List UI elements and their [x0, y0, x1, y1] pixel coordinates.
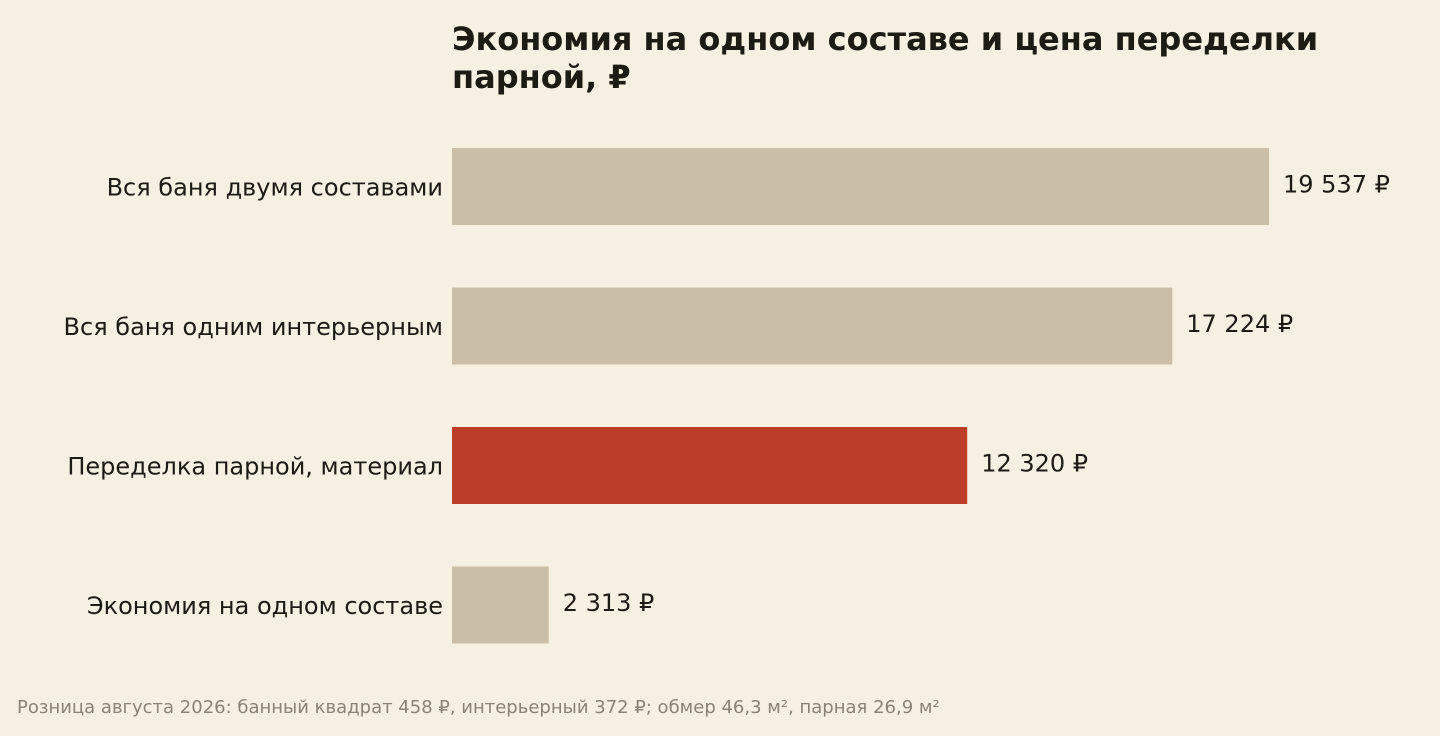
bar-3	[452, 427, 968, 504]
bar-4	[452, 566, 549, 644]
chart-title: Экономия на одном составе и цена передел…	[452, 20, 1319, 96]
bars-group: Вся баня двумя составами 19 537 ₽ Вся баня…	[64, 148, 1390, 644]
category-label-2: Вся баня одним интерьерным	[64, 313, 443, 341]
value-label-1: 19 537 ₽	[1283, 171, 1390, 199]
category-label-3: Переделка парной, материал	[67, 453, 443, 481]
footnote: Розница августа 2026: банный квадрат 458…	[17, 697, 940, 718]
bar-2	[452, 287, 1173, 365]
value-label-4: 2 313 ₽	[563, 589, 655, 617]
category-label-4: Экономия на одном составе	[87, 592, 443, 620]
value-label-2: 17 224 ₽	[1186, 310, 1293, 338]
value-label-3: 12 320 ₽	[981, 450, 1088, 478]
bar-1	[452, 148, 1269, 225]
category-label-1: Вся баня двумя составами	[107, 174, 443, 202]
